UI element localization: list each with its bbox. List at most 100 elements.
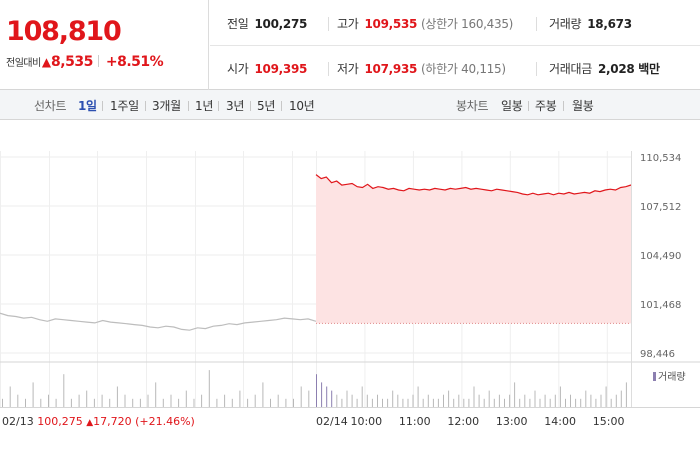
volume-bar bbox=[544, 394, 546, 407]
volume-bar bbox=[519, 398, 521, 407]
volume-legend-swatch bbox=[653, 372, 656, 381]
intraday-price-chart: 110,534 107,512 104,490 101,468 98,446 거래량 02/… bbox=[0, 121, 700, 450]
lower-limit: (하한가 40,115) bbox=[421, 62, 506, 76]
volume-bar bbox=[549, 398, 551, 407]
volume-bar bbox=[40, 398, 42, 407]
trade-amount-value: 2,028 백만 bbox=[597, 62, 660, 76]
change-percent: +8.51% bbox=[105, 54, 164, 70]
y-tick-label: 101,468 bbox=[640, 300, 681, 311]
tab-monthly-candle[interactable]: 월봉 bbox=[572, 99, 594, 113]
divider bbox=[528, 101, 529, 111]
prev-day-price-line bbox=[0, 312, 317, 331]
volume-bar bbox=[308, 390, 310, 407]
chart-period-tabs: 선차트 1일 1주일 3개월 1년 3년 5년 10년 봉차트 일봉 주봉 월봉 bbox=[0, 90, 700, 120]
volume-bar bbox=[155, 382, 157, 407]
volume-bar bbox=[483, 398, 485, 407]
volume-bar bbox=[32, 382, 34, 407]
volume-bar bbox=[341, 398, 343, 407]
volume-bar bbox=[493, 398, 495, 407]
volume-bar bbox=[17, 394, 19, 407]
volume-bar bbox=[595, 398, 597, 407]
trade-amount-stat: 거래대금 2,028 백만 bbox=[549, 60, 660, 77]
volume-bar bbox=[387, 398, 389, 407]
candle-chart-title: 봉차트 bbox=[456, 99, 489, 113]
volume-bar bbox=[417, 386, 419, 407]
volume-bar bbox=[285, 398, 287, 407]
volume-bar bbox=[590, 394, 592, 407]
volume-bar bbox=[605, 386, 607, 407]
volume-bar bbox=[615, 394, 617, 407]
volume-bar bbox=[570, 394, 571, 407]
volume-bar bbox=[86, 390, 88, 407]
volume-bar bbox=[254, 394, 256, 407]
prev-close-label: 전일 bbox=[227, 17, 249, 31]
tab-1year[interactable]: 1년 bbox=[195, 99, 214, 113]
tab-5years[interactable]: 5년 bbox=[257, 99, 276, 113]
volume-bar bbox=[178, 398, 180, 407]
volume-bar bbox=[488, 390, 490, 407]
divider bbox=[97, 55, 99, 67]
high-value: 109,535 bbox=[364, 17, 418, 31]
x-tick-label: 11:00 bbox=[399, 415, 431, 428]
tab-10years[interactable]: 10년 bbox=[289, 99, 315, 113]
volume-bar bbox=[565, 398, 566, 407]
open-value: 109,395 bbox=[254, 62, 308, 76]
volume-bar bbox=[422, 398, 424, 407]
price-box: 108,810 전일대비▲8,535 +8.51% bbox=[0, 0, 209, 90]
upper-limit: (상한가 160,435) bbox=[421, 17, 514, 31]
x-tick-label: 10:00 bbox=[350, 415, 382, 428]
volume-bar bbox=[559, 386, 561, 407]
prev-day-change-percent: (+21.46%) bbox=[135, 415, 195, 428]
volume-bar bbox=[55, 398, 57, 407]
volume-bar bbox=[331, 390, 333, 407]
volume-bar bbox=[412, 394, 414, 407]
volume-bar bbox=[407, 398, 409, 407]
volume-bar bbox=[529, 398, 531, 407]
volume-bar bbox=[432, 398, 434, 407]
up-arrow-icon: ▲ bbox=[41, 55, 52, 69]
prev-day-summary: 02/13 100,275 ▲17,720 (+21.46%) bbox=[2, 415, 195, 428]
today-area-fill bbox=[316, 174, 631, 324]
tab-daily-candle[interactable]: 일봉 bbox=[501, 99, 523, 113]
volume-bar bbox=[25, 398, 26, 407]
volume-bar bbox=[124, 394, 126, 407]
y-tick-label: 110,534 bbox=[640, 153, 681, 164]
tab-1day[interactable]: 1일 bbox=[78, 99, 97, 113]
volume-bar bbox=[239, 390, 241, 407]
divider bbox=[563, 101, 564, 111]
volume-bar bbox=[382, 398, 383, 407]
volume-bar bbox=[443, 394, 444, 407]
volume-bar bbox=[600, 394, 602, 407]
volume-bar bbox=[63, 374, 65, 407]
volume-bar bbox=[48, 394, 49, 407]
volume-bar bbox=[346, 390, 348, 407]
volume-bar bbox=[473, 386, 475, 407]
tab-weekly-candle[interactable]: 주봉 bbox=[535, 99, 557, 113]
change-summary: 전일대비▲8,535 +8.51% bbox=[6, 54, 164, 70]
tab-3years[interactable]: 3년 bbox=[226, 99, 245, 113]
divider bbox=[328, 62, 329, 76]
volume-bar bbox=[524, 394, 526, 407]
high-label: 고가 bbox=[337, 17, 359, 31]
volume-bar bbox=[139, 398, 141, 407]
tab-1week[interactable]: 1주일 bbox=[110, 99, 139, 113]
volume-bar bbox=[109, 398, 111, 407]
volume-bar bbox=[427, 394, 429, 407]
x-tick-label: 02/14 bbox=[316, 415, 348, 428]
volume-bar bbox=[185, 390, 187, 407]
y-tick-label: 98,446 bbox=[640, 349, 675, 360]
volume-bar bbox=[300, 386, 302, 407]
divider bbox=[536, 62, 537, 76]
tab-3months[interactable]: 3개월 bbox=[152, 99, 181, 113]
low-value: 107,935 bbox=[364, 62, 418, 76]
volume-bar bbox=[321, 382, 323, 407]
volume-bar bbox=[147, 394, 149, 407]
prev-close-stat: 전일 100,275 bbox=[227, 15, 307, 32]
x-tick-label: 14:00 bbox=[544, 415, 576, 428]
volume-bar bbox=[453, 398, 455, 407]
volume-bar bbox=[201, 394, 203, 407]
open-stat: 시가 109,395 bbox=[227, 60, 307, 77]
stock-summary-header: 108,810 전일대비▲8,535 +8.51% 전일 100,275 고가 109… bbox=[0, 0, 700, 90]
volume-bar bbox=[351, 394, 353, 407]
volume-bar bbox=[270, 398, 271, 407]
